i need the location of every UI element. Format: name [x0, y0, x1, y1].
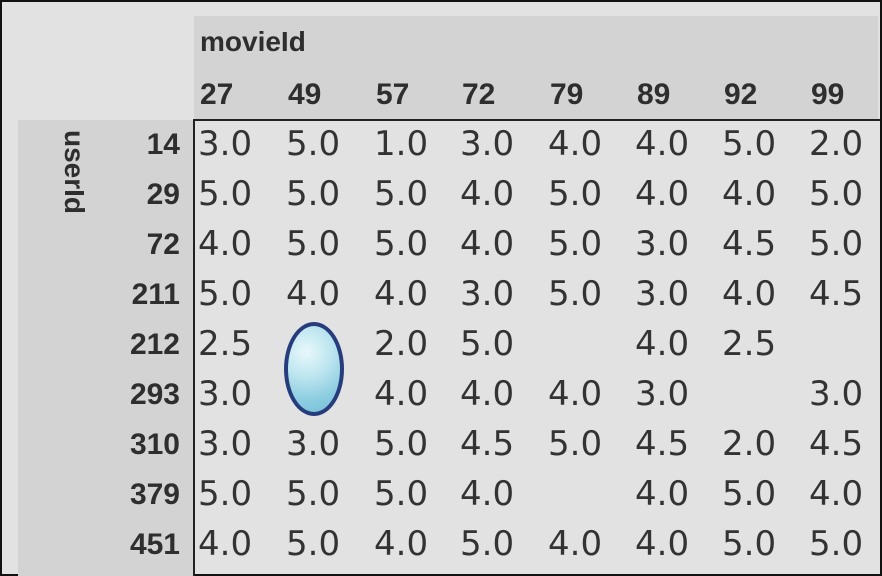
- table-cell: 5.0: [548, 274, 603, 314]
- table-cell: 4.5: [460, 424, 515, 464]
- row-header: 72: [146, 228, 180, 261]
- table-cell: 2.0: [809, 124, 864, 164]
- table-cell: 4.0: [198, 224, 253, 264]
- table-cell: 4.0: [635, 474, 690, 514]
- row-header: 212: [129, 328, 180, 361]
- table-cell: 4.5: [722, 224, 777, 264]
- table-cell: 4.0: [286, 274, 341, 314]
- table-cell: 4.0: [722, 274, 777, 314]
- table-cell: 5.0: [548, 224, 603, 264]
- table-cell: 4.0: [460, 374, 515, 414]
- table-cell: 5.0: [374, 174, 429, 214]
- table-cell: 5.0: [460, 524, 515, 564]
- column-header: 92: [724, 78, 758, 111]
- table-cell: 5.0: [460, 324, 515, 364]
- table-cell: 4.5: [635, 424, 690, 464]
- table-cell: 1.0: [374, 124, 429, 164]
- table-cell: 3.0: [460, 274, 515, 314]
- column-header-band: [194, 16, 878, 120]
- table-left-border: [193, 120, 195, 576]
- table-cell: 5.0: [198, 274, 253, 314]
- table-cell: 3.0: [198, 124, 253, 164]
- table-cell: 5.0: [198, 474, 253, 514]
- table-cell: 3.0: [198, 424, 253, 464]
- column-header: 27: [200, 78, 234, 111]
- column-header: 99: [811, 78, 845, 111]
- table-cell: 5.0: [722, 124, 777, 164]
- table-cell: 5.0: [809, 174, 864, 214]
- table-cell: 5.0: [548, 174, 603, 214]
- table-cell: 4.0: [635, 324, 690, 364]
- table-cell: 5.0: [286, 524, 341, 564]
- table-cell: 2.0: [374, 324, 429, 364]
- table-cell: 5.0: [286, 124, 341, 164]
- table-cell: 3.0: [286, 424, 341, 464]
- table-cell: 4.5: [809, 274, 864, 314]
- table-cell: 5.0: [198, 174, 253, 214]
- table-cell: 3.0: [635, 374, 690, 414]
- table-cell: 4.0: [460, 474, 515, 514]
- table-cell: 3.0: [460, 124, 515, 164]
- table-cell: 4.5: [809, 424, 864, 464]
- table-cell: 4.0: [460, 174, 515, 214]
- table-cell: 5.0: [286, 474, 341, 514]
- table-cell: 4.0: [548, 124, 603, 164]
- table-cell: 4.0: [198, 524, 253, 564]
- table-cell: 4.0: [374, 374, 429, 414]
- table-cell: 3.0: [809, 374, 864, 414]
- table-cell: 5.0: [722, 474, 777, 514]
- column-header: 49: [288, 78, 322, 111]
- redaction-marker: [284, 322, 344, 416]
- table-cell: 5.0: [374, 224, 429, 264]
- row-header-band: [18, 120, 194, 576]
- column-header: 89: [637, 78, 671, 111]
- row-header: 293: [129, 378, 180, 411]
- column-header: 79: [550, 78, 584, 111]
- table-cell: 4.0: [722, 174, 777, 214]
- table-cell: 4.0: [809, 474, 864, 514]
- column-axis-label: movieId: [200, 26, 306, 57]
- table-cell: 5.0: [809, 524, 864, 564]
- table-cell: 5.0: [374, 424, 429, 464]
- table-cell: 3.0: [635, 224, 690, 264]
- table-cell: 5.0: [722, 524, 777, 564]
- row-header: 14: [146, 128, 180, 161]
- row-header: 29: [146, 178, 180, 211]
- table-cell: 4.0: [635, 174, 690, 214]
- row-header: 451: [129, 528, 180, 561]
- table-cell: 5.0: [809, 224, 864, 264]
- table-cell: 5.0: [286, 174, 341, 214]
- table-cell: 4.0: [548, 524, 603, 564]
- table-cell: 4.0: [460, 224, 515, 264]
- table-cell: 4.0: [374, 274, 429, 314]
- table-cell: 2.0: [722, 424, 777, 464]
- table-top-border: [193, 119, 880, 121]
- table-cell: 3.0: [635, 274, 690, 314]
- column-header: 57: [376, 78, 410, 111]
- table-cell: 5.0: [548, 424, 603, 464]
- table-cell: 4.0: [548, 374, 603, 414]
- row-header: 379: [129, 478, 180, 511]
- column-header: 72: [462, 78, 496, 111]
- table-cell: 4.0: [635, 524, 690, 564]
- table-cell: 5.0: [286, 224, 341, 264]
- table-cell: 3.0: [198, 374, 253, 414]
- table-cell: 2.5: [722, 324, 777, 364]
- row-header: 211: [131, 278, 180, 311]
- table-cell: 4.0: [374, 524, 429, 564]
- table-cell: 2.5: [198, 324, 253, 364]
- row-header: 310: [129, 428, 180, 461]
- table-cell: 4.0: [635, 124, 690, 164]
- table-cell: 5.0: [374, 474, 429, 514]
